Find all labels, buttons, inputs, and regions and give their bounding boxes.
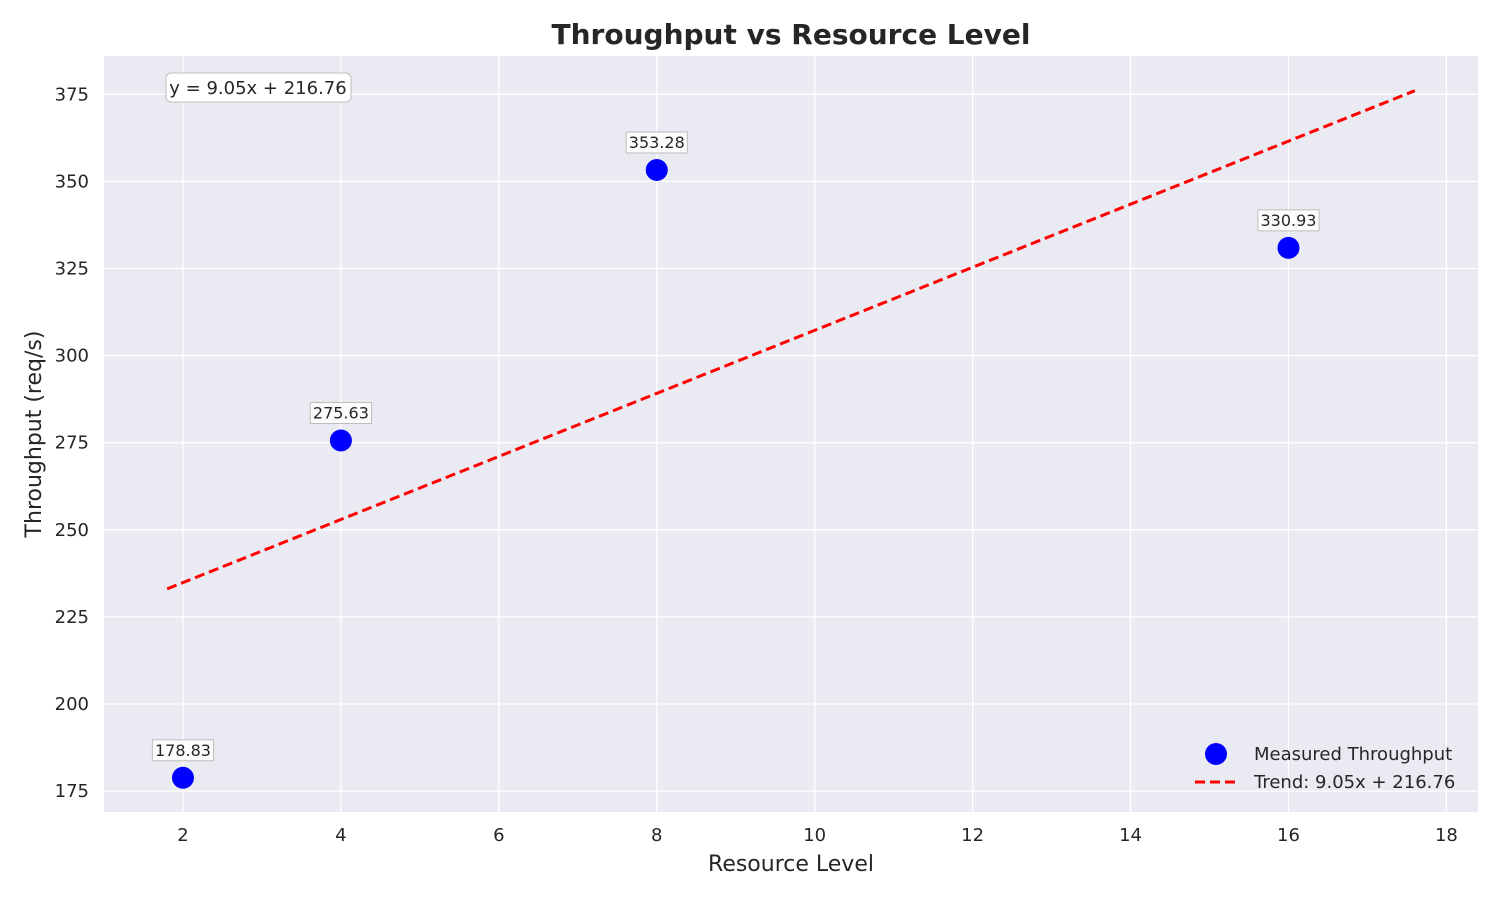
y-axis-label: Throughput (req/s): [22, 331, 47, 539]
points-layer: 178.83 275.63 353.28 330.93: [151, 131, 1320, 789]
legend-label-trend: Trend: 9.05x + 216.76: [1253, 772, 1455, 793]
legend-marker-scatter: [1205, 743, 1227, 765]
equation-box: [165, 72, 352, 103]
data-label: 330.93: [1260, 211, 1316, 230]
x-tick-label: 2: [177, 825, 188, 846]
trend-line-layer: [166, 89, 1416, 591]
legend-label-scatter: Measured Throughput: [1254, 744, 1452, 765]
data-label-box: [151, 739, 215, 762]
trend-line: [166, 89, 1416, 591]
data-label-box: [625, 131, 688, 154]
y-tick-label: 375: [55, 84, 89, 105]
legend: Measured Throughput Trend: 9.05x + 216.7…: [1195, 743, 1455, 793]
data-label: 275.63: [313, 404, 369, 423]
x-tick-label: 16: [1277, 825, 1300, 846]
y-tick-label: 325: [55, 259, 89, 280]
plot-area: [104, 56, 1478, 812]
x-tick-label: 14: [1119, 825, 1142, 846]
x-tick-label: 18: [1435, 825, 1458, 846]
data-label-box: [1257, 209, 1320, 232]
data-point: [645, 158, 668, 181]
y-tick-label: 250: [55, 520, 89, 541]
y-tick-label: 200: [55, 694, 89, 715]
ticks-layer: 2 4 6 8 10 12 14 16 18 175 200 225 250 275 300 325 350 37…: [55, 84, 1458, 846]
x-tick-label: 10: [803, 825, 826, 846]
x-tick-label: 12: [961, 825, 984, 846]
x-tick-label: 8: [651, 825, 662, 846]
x-tick-label: 4: [335, 825, 346, 846]
chart-title: Throughput vs Resource Level: [552, 18, 1031, 51]
y-tick-label: 175: [55, 781, 89, 802]
data-label-box: [309, 402, 372, 425]
y-tick-label: 300: [55, 346, 89, 367]
x-tick-label: 6: [493, 825, 504, 846]
y-tick-label: 275: [55, 433, 89, 454]
data-point: [171, 766, 194, 789]
equation-text: y = 9.05x + 216.76: [169, 78, 346, 99]
y-tick-label: 225: [55, 607, 89, 628]
data-point: [329, 429, 352, 452]
data-label: 353.28: [629, 133, 685, 152]
y-tick-label: 350: [55, 171, 89, 192]
grid: [104, 56, 1478, 812]
data-label: 178.83: [155, 741, 211, 760]
data-point: [1277, 236, 1300, 259]
x-axis-label: Resource Level: [708, 852, 874, 877]
equation-annotation: y = 9.05x + 216.76: [165, 72, 352, 103]
